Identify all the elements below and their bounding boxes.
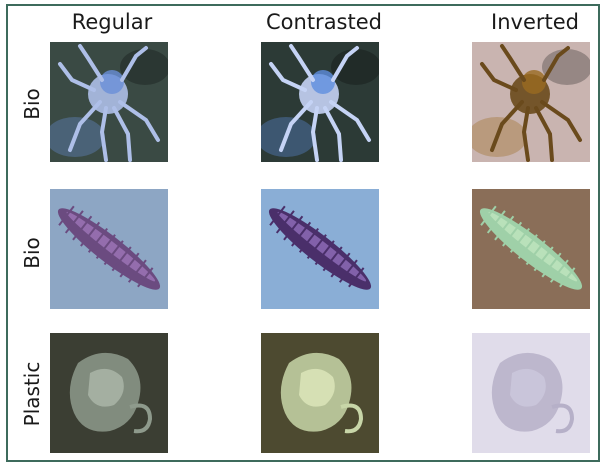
row-label-bio-2: Bio — [20, 237, 44, 269]
crab-inverted-image — [472, 42, 590, 162]
plastic-contrasted-image — [261, 333, 379, 453]
crab-contrasted-image — [261, 42, 379, 162]
worm-regular-image — [50, 189, 168, 309]
plastic-inverted-image — [472, 333, 590, 453]
plastic-regular-image — [50, 333, 168, 453]
crab-regular-image — [50, 42, 168, 162]
column-header-regular: Regular — [71, 10, 153, 34]
column-header-contrasted: Contrasted — [266, 10, 382, 34]
column-header-inverted: Inverted — [491, 10, 579, 34]
worm-contrasted-image — [261, 189, 379, 309]
row-label-bio-1: Bio — [20, 88, 44, 120]
worm-inverted-image — [472, 189, 590, 309]
row-label-plastic: Plastic — [20, 361, 44, 427]
